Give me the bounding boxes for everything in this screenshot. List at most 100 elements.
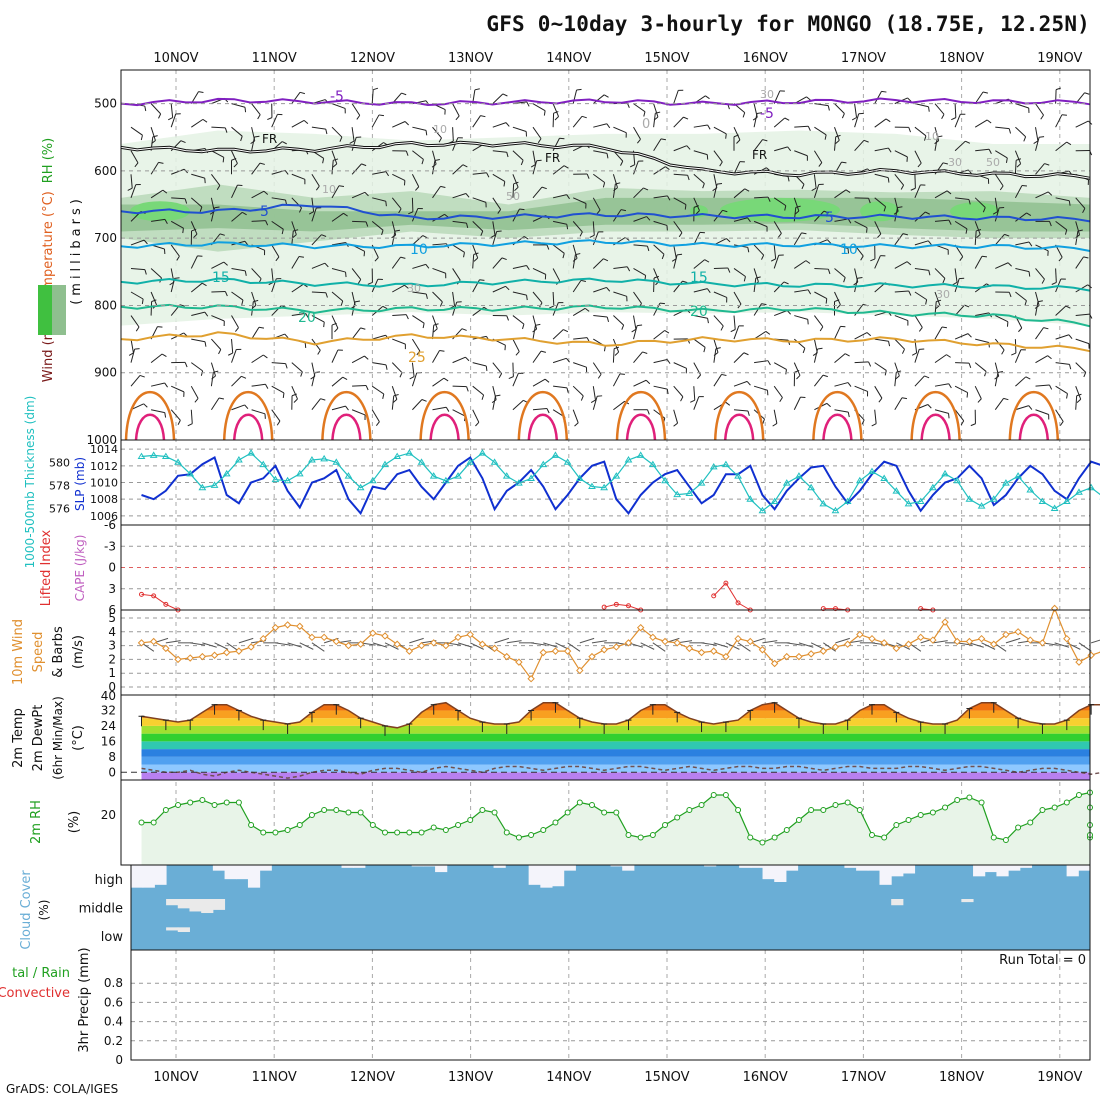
wind-barb-flag (978, 399, 981, 403)
cloud-cell (891, 865, 903, 876)
wind-barb (875, 410, 876, 424)
rh2m-point (796, 818, 801, 823)
wind-barb (392, 339, 405, 344)
wind-barb-flag (803, 348, 805, 353)
wind10m-barb (215, 643, 229, 650)
wind10m-point (236, 648, 242, 654)
wind-barb-flag (567, 388, 568, 393)
wind-barb-flag (168, 118, 172, 120)
wind-barb (151, 383, 165, 386)
wind-barb (433, 351, 440, 363)
wind-barb-flag (642, 352, 647, 354)
cloud-cell (774, 865, 786, 882)
wind-barb (412, 373, 416, 386)
wind-barb-flag (826, 299, 827, 304)
wind-barb-flag (486, 366, 487, 371)
wind-barb (674, 363, 687, 369)
wind-barb-flag (509, 377, 514, 379)
li-line-segment (714, 583, 751, 610)
cloud-cell (985, 865, 997, 872)
wind-barb-flag (364, 356, 368, 359)
cloud-cell (166, 927, 178, 930)
wind-barb (654, 330, 665, 339)
rh2m-point (309, 813, 314, 818)
wind10m-point (601, 647, 607, 653)
contour-label: 10 (840, 242, 858, 258)
temp-tick-label: 0 (108, 765, 116, 779)
wind-barb (392, 363, 402, 373)
slp-axis-label: SLP (mb) (73, 457, 87, 511)
wind-barb-flag (321, 399, 326, 400)
wind-barb-flag (1009, 129, 1010, 134)
wind-barb-flag (674, 423, 678, 426)
wind-barb-flag (379, 115, 384, 116)
isotherm-30-loop (813, 392, 861, 440)
wind-barb (1056, 335, 1069, 339)
wind-barb-flag (294, 399, 298, 403)
wind-barb (312, 399, 321, 410)
wind-barb-flag (690, 400, 695, 402)
slp-tick-label: 1008 (90, 493, 118, 506)
cloud-axis-label: Cloud Cover (19, 870, 34, 950)
wind-barb-flag (869, 362, 871, 367)
wind10m-barb (738, 643, 750, 651)
wind-barb-flag (422, 399, 427, 401)
wind-barb (573, 338, 587, 339)
wind-barb (372, 90, 373, 104)
wind-barb-flag (364, 251, 365, 256)
wind-barb-flag (620, 374, 625, 375)
wind-barb-flag (135, 349, 140, 350)
wind-barb (211, 127, 225, 128)
wind-barb-flag (545, 379, 549, 382)
wind-barb (352, 385, 366, 386)
wind10m-point (796, 654, 802, 660)
wind-tick-label: 2 (108, 652, 116, 666)
wind-barb-flag (909, 127, 911, 132)
wind-barb-flag (141, 135, 142, 140)
wind-barb-flag (300, 92, 305, 93)
wind-barb-flag (1039, 137, 1044, 138)
wind-barb-flag (928, 404, 931, 408)
wind-barb (131, 339, 133, 353)
wind-barb (634, 104, 645, 112)
cloud-cell (996, 865, 1008, 876)
rh2m-point (188, 800, 193, 805)
temp-axis-label-b: 2m DewPt (31, 705, 46, 772)
wind-barb-flag (516, 352, 519, 356)
wind-barb-flag (683, 117, 688, 119)
wind-barb (1015, 377, 1025, 386)
wind-barb (955, 104, 956, 118)
x-tick-label-top: 14NOV (546, 51, 591, 66)
precip-tick-label: 0.2 (104, 1034, 123, 1048)
rh2m-tick-label: 20 (101, 808, 116, 822)
wind-barb-flag (828, 106, 829, 111)
wind-barb-flag (495, 395, 500, 396)
wind-barb (835, 410, 849, 412)
wind10m-barb (1091, 638, 1100, 642)
wind-barb-flag (235, 328, 238, 332)
wind-barb-flag (845, 354, 849, 356)
upper-axis-label-part: RH (%) (41, 138, 56, 183)
wind-barb (915, 316, 922, 328)
wind-barb-flag (183, 228, 184, 233)
wind-barb-flag (867, 228, 868, 233)
wind-barb-flag (140, 375, 145, 377)
wind-barb-flag (607, 317, 608, 322)
wind10m-point (552, 648, 558, 654)
precip-tick-label: 0.6 (104, 995, 123, 1009)
thickness-axis-label: 1000-500mb Thickness (dm) (23, 396, 37, 569)
cloud-cell (1078, 865, 1090, 871)
wind-barb-flag (482, 395, 484, 400)
wind10m-point (808, 651, 814, 657)
rh2m-point (650, 833, 655, 838)
panel-frame-pr (131, 950, 1090, 1060)
wind-barb (855, 362, 869, 363)
wind-barb-flag (852, 118, 856, 120)
cloud-cell (248, 865, 260, 888)
isotherm-35-loop (529, 415, 557, 440)
rh2m-point (1076, 793, 1081, 798)
wind-barb-flag (1062, 115, 1067, 116)
temp-color-band (121, 765, 1090, 773)
wind-barb (352, 356, 364, 363)
wind10m-barb (1079, 643, 1091, 651)
